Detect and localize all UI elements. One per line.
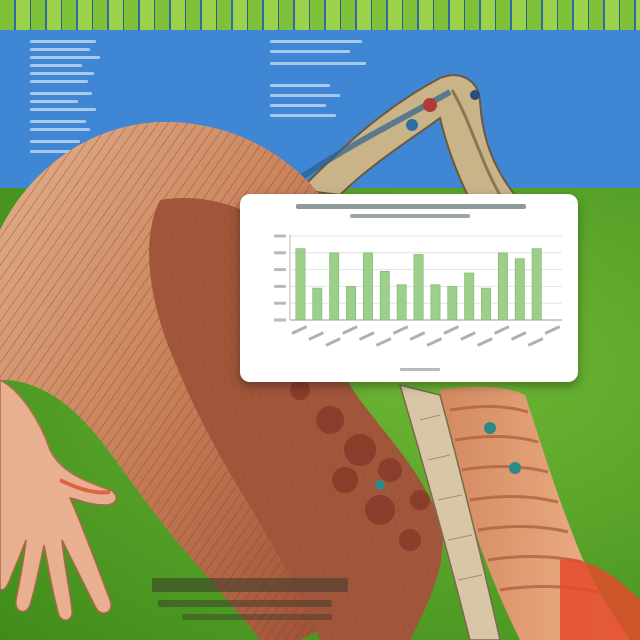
- x-axis-label-scribble: [400, 368, 440, 371]
- chart-bar: [329, 252, 340, 321]
- y-tick-label: [274, 301, 286, 305]
- chart-bar: [379, 270, 390, 321]
- x-tick-label: [342, 325, 358, 335]
- tissue-texture: [290, 380, 430, 551]
- chart-bar: [497, 252, 508, 321]
- x-tick-label: [510, 331, 527, 341]
- nerve-node: [375, 480, 385, 490]
- y-tick-label: [274, 284, 286, 288]
- y-tick-label: [274, 234, 286, 238]
- chart-bar: [312, 287, 323, 321]
- chart-bar: [531, 248, 542, 321]
- y-tick-label: [274, 318, 286, 322]
- chart-bar: [464, 272, 475, 321]
- bars-group: [295, 248, 542, 321]
- bar-chart: [274, 204, 562, 371]
- top-pattern-band: [0, 0, 640, 30]
- upper-bone-tube: [297, 74, 517, 202]
- bottom-title-block: [152, 574, 362, 626]
- x-tick-scribbles: [291, 325, 561, 347]
- chart-bar: [362, 252, 373, 321]
- x-tick-label: [493, 325, 510, 335]
- chart-bar: [396, 284, 407, 321]
- chart-bar: [447, 286, 458, 321]
- chart-bar: [346, 286, 357, 321]
- x-tick-label: [392, 325, 409, 335]
- chart-title-scribble: [296, 204, 526, 218]
- x-tick-label: [443, 325, 460, 335]
- x-tick-label: [426, 337, 443, 347]
- y-tick-label: [274, 268, 286, 272]
- x-tick-label: [477, 337, 493, 347]
- x-tick-label: [409, 331, 426, 341]
- y-tick-scribbles: [274, 234, 286, 322]
- x-tick-label: [460, 331, 476, 341]
- x-tick-label: [358, 331, 375, 341]
- x-tick-label: [544, 325, 561, 335]
- x-tick-label: [291, 325, 308, 335]
- hand: [0, 379, 117, 621]
- x-tick-label: [375, 337, 392, 347]
- chart-bar: [481, 287, 492, 321]
- artery-node: [423, 98, 437, 112]
- vein-node: [406, 119, 418, 131]
- x-tick-label: [325, 337, 341, 347]
- x-tick-label: [527, 337, 544, 347]
- chart-card: [240, 194, 578, 382]
- y-tick-label: [274, 251, 286, 255]
- x-tick-label: [308, 331, 325, 341]
- chart-bar: [295, 248, 306, 321]
- chart-bar: [413, 254, 424, 321]
- chart-bar: [430, 284, 441, 321]
- chart-bar: [514, 258, 525, 321]
